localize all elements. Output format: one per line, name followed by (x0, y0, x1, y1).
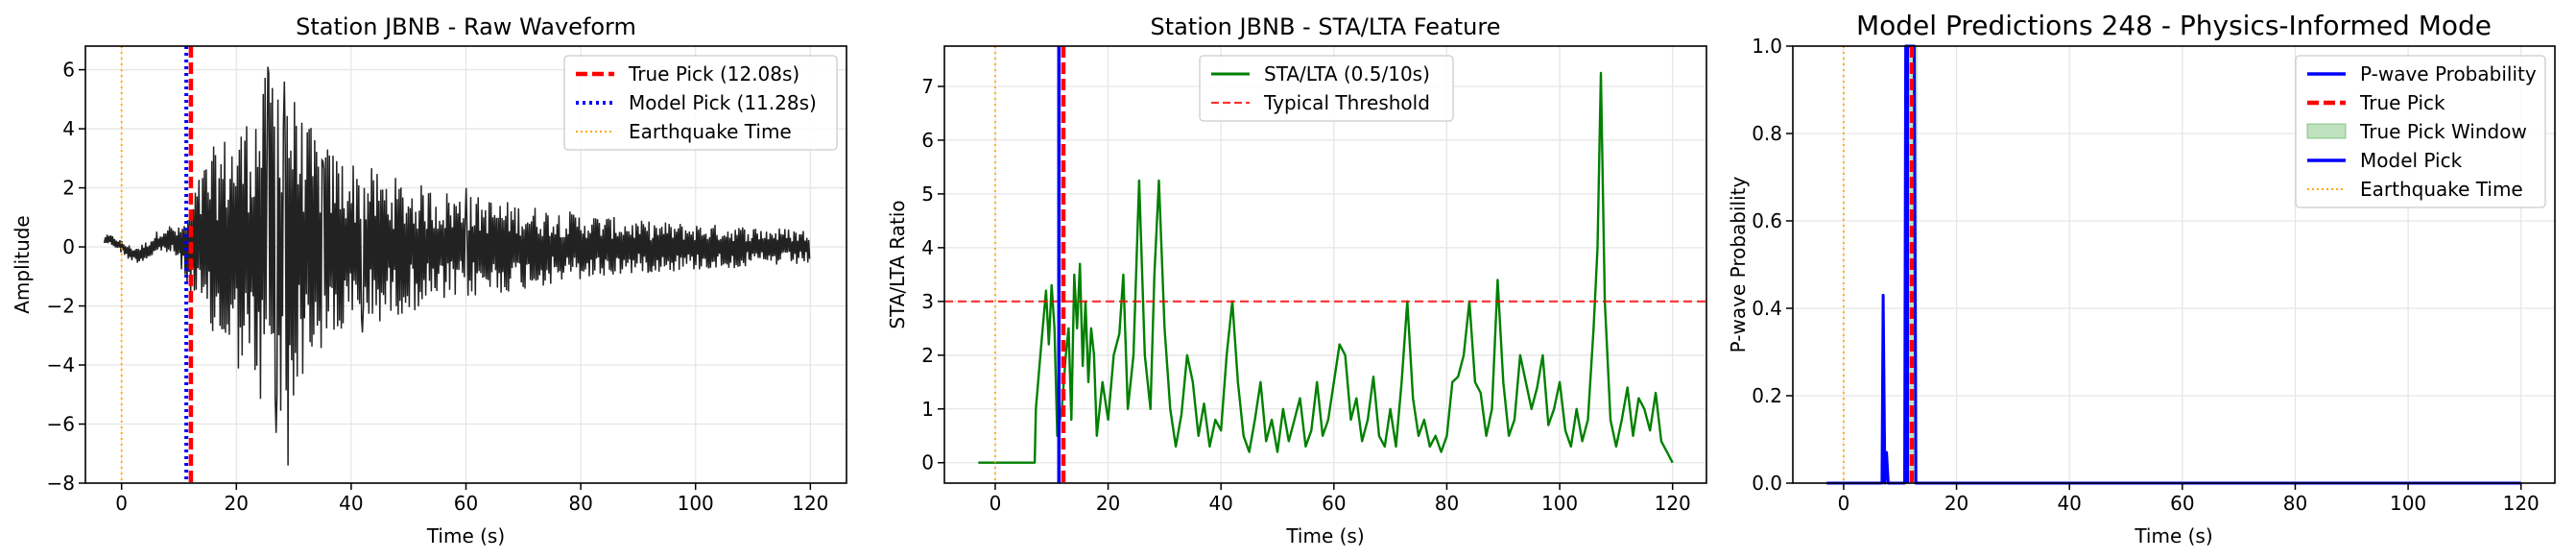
y-tick-label: 4 (62, 117, 75, 140)
legend-label-true-pick-window: True Pick Window (2359, 120, 2527, 143)
panel-1-marks (103, 46, 811, 483)
x-tick-label: 40 (2057, 492, 2081, 515)
x-tick-label: 20 (1944, 492, 1968, 515)
panel-3-title: Model Predictions 248 - Physics-Informed… (1856, 10, 2492, 41)
y-tick-label: 0.4 (1752, 297, 1782, 320)
panel-2-legend: STA/LTA (0.5/10s) Typical Threshold (1199, 55, 1454, 122)
panel-2-marks (944, 46, 1706, 483)
legend-swatch-true-pick-window (2306, 123, 2347, 139)
y-tick-label: 5 (921, 182, 934, 206)
panel-2-xlabel: Time (s) (1285, 524, 1364, 547)
legend-label-model-pick: Model Pick (11.28s) (629, 91, 817, 114)
panel-2-ticks: 0 20 40 60 80 100 120 0 1 2 3 4 5 6 7 (921, 75, 1691, 515)
x-tick-label: 60 (2170, 492, 2194, 515)
panel-1-title: Station JBNB - Raw Waveform (296, 13, 636, 40)
panel-2-ylabel: STA/LTA Ratio (886, 200, 909, 328)
x-tick-label: 40 (1208, 492, 1232, 515)
x-tick-label: 120 (2503, 492, 2540, 515)
panel-raw-waveform: 0 20 40 60 80 100 120 −8 −6 −4 −2 0 2 4 6 Station JBNB… (11, 13, 847, 547)
y-tick-label: 6 (62, 59, 75, 82)
panel-1-ylabel: Amplitude (11, 215, 34, 314)
legend-label-true-pick-3: True Pick (2359, 91, 2445, 114)
y-tick-label: −6 (47, 413, 75, 436)
y-tick-label: 2 (921, 344, 934, 367)
legend-label-earthquake-time: Earthquake Time (629, 120, 792, 143)
y-tick-label: 0 (921, 451, 934, 474)
panel-3-legend: P-wave Probability True Pick True Pick W… (2295, 55, 2546, 208)
x-tick-label: 40 (339, 492, 363, 515)
x-tick-label: 20 (1096, 492, 1120, 515)
y-tick-label: 4 (921, 236, 934, 259)
x-tick-label: 0 (990, 492, 1002, 515)
legend-label-true-pick: True Pick (12.08s) (628, 62, 799, 85)
panel-1-ticks: 0 20 40 60 80 100 120 −8 −6 −4 −2 0 2 4 6 (47, 59, 829, 515)
x-tick-label: 120 (792, 492, 828, 515)
waveform-trace (103, 66, 811, 466)
y-tick-label: 0.6 (1752, 209, 1782, 232)
y-tick-label: −8 (47, 472, 75, 495)
y-tick-label: 0.0 (1752, 472, 1782, 495)
x-tick-label: 0 (1838, 492, 1850, 515)
panel-3-ylabel: P-wave Probability (1727, 177, 1750, 353)
y-tick-label: −2 (47, 295, 75, 318)
y-tick-label: 0.8 (1752, 122, 1782, 145)
x-tick-label: 100 (2390, 492, 2426, 515)
panel-sta-lta: 0 20 40 60 80 100 120 0 1 2 3 4 5 6 7 Station JBNB - S… (886, 13, 1707, 547)
y-tick-label: −4 (47, 353, 75, 377)
panel-3-xlabel: Time (s) (2134, 524, 2212, 547)
x-tick-label: 120 (1655, 492, 1691, 515)
legend-label-sta-lta: STA/LTA (0.5/10s) (1264, 62, 1430, 85)
x-tick-label: 80 (568, 492, 592, 515)
legend-label-model-pick-3: Model Pick (2360, 149, 2463, 172)
x-tick-label: 100 (1541, 492, 1578, 515)
y-tick-label: 2 (62, 177, 75, 200)
x-tick-label: 60 (454, 492, 478, 515)
x-tick-label: 80 (1435, 492, 1459, 515)
legend-label-threshold: Typical Threshold (1263, 91, 1430, 114)
x-tick-label: 100 (678, 492, 714, 515)
legend-label-earthquake-time-3: Earthquake Time (2360, 178, 2523, 201)
y-tick-label: 7 (921, 75, 934, 98)
panel-2-frame (943, 45, 1707, 484)
y-tick-label: 3 (921, 290, 934, 313)
series-line (978, 71, 1674, 464)
panel-3-ticks: 0 20 40 60 80 100 120 0.0 0.2 0.4 0.6 0.8 1.0 (1752, 35, 2540, 515)
x-tick-label: 60 (1322, 492, 1346, 515)
y-tick-label: 6 (921, 129, 934, 152)
y-tick-label: 0 (62, 235, 75, 258)
x-tick-label: 80 (2283, 492, 2307, 515)
panel-1-xlabel: Time (s) (426, 524, 505, 547)
y-tick-label: 1.0 (1752, 35, 1782, 58)
y-tick-label: 0.2 (1752, 384, 1782, 407)
legend-label-pwave-prob: P-wave Probability (2360, 62, 2537, 85)
y-tick-label: 1 (921, 398, 934, 421)
x-tick-label: 20 (225, 492, 249, 515)
panel-model-predictions: 0 20 40 60 80 100 120 0.0 0.2 0.4 0.6 0.8 1.0 Model … (1727, 10, 2556, 547)
x-tick-label: 0 (115, 492, 128, 515)
panel-3-frame (1792, 45, 2556, 484)
panel-1-legend: True Pick (12.08s) Model Pick (11.28s) E… (563, 55, 838, 151)
panel-2-title: Station JBNB - STA/LTA Feature (1151, 13, 1501, 40)
